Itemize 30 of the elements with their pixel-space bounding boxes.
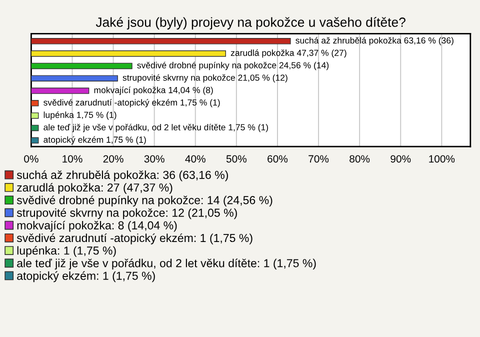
legend-label: atopický ekzém: 1 (1,75 %) <box>17 271 155 282</box>
category-label: ale teď již je vše v pořádku, od 2 let věku dítěte 1,75 % (1) <box>44 124 268 132</box>
legend-label: svědivé zarudnutí -atopický ekzém: 1 (1,75 %) <box>16 233 252 244</box>
x-tick-label: 40% <box>185 155 206 163</box>
x-tick-label: 0% <box>24 155 38 163</box>
x-tick-label: 10% <box>62 155 82 163</box>
category-label: atopický ekzém 1,75 % (1) <box>44 136 146 145</box>
legend-label: zarudlá pokožka: 27 (47,37 %) <box>17 183 172 194</box>
chart-title: Jaké jsou (byly) projevy na pokožce u vašeho dítěte? <box>96 17 406 30</box>
category-label: strupovité skvrny na pokožce 21,05 % (12) <box>122 74 288 82</box>
legend-label: ale teď již je vše v pořádku, od 2 let věku dítěte: 1 (1,75 %) <box>17 258 316 270</box>
x-tick-label: 100% <box>429 155 455 163</box>
category-label: suchá až zhrubělá pokožka 63,16 % (36) <box>296 37 454 46</box>
category-label: zarudlá pokožka 47,37 % (27) <box>230 49 346 58</box>
x-tick-label: 60% <box>268 155 288 163</box>
legend-label: mokvající pokožka: 8 (14,04 %) <box>17 220 177 232</box>
x-tick-label: 90% <box>390 155 411 163</box>
legend-label: suchá až zhrubělá pokožka: 36 (63,16 %) <box>16 170 228 182</box>
x-tick-label: 20% <box>103 155 124 163</box>
x-tick-label: 80% <box>350 155 370 163</box>
category-label: mokvající pokožka 14,04 % (8) <box>94 86 213 95</box>
category-label: svědivé drobné pupínky na pokožce 24,56 % (14) <box>137 62 329 70</box>
legend-label: strupovité skvrny na pokožce: 12 (21,05 %) <box>16 208 237 220</box>
x-tick-label: 30% <box>144 155 164 163</box>
category-label: lupénka 1,75 % (1) <box>44 111 116 120</box>
x-tick-label: 70% <box>308 155 329 163</box>
legend-label: lupénka: 1 (1,75 %) <box>17 246 116 257</box>
x-tick-label: 50% <box>226 155 246 163</box>
category-label: svědivé zarudnutí -atopický ekzém 1,75 % (1) <box>44 99 220 108</box>
legend-label: svědivé drobné pupínky na pokožce: 14 (24,56 %) <box>16 196 272 206</box>
